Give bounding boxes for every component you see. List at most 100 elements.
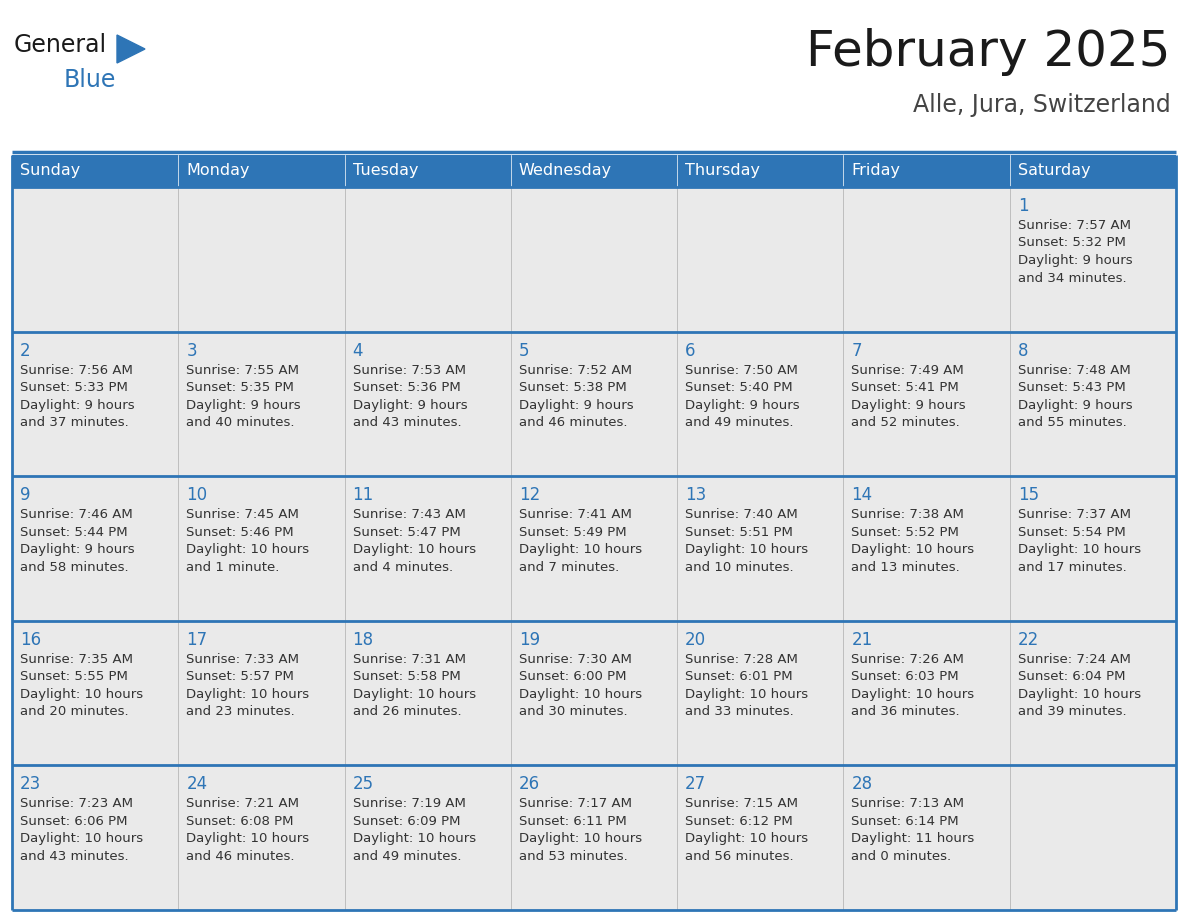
- Text: Sunset: 5:58 PM: Sunset: 5:58 PM: [353, 670, 460, 683]
- Bar: [1010, 766, 1176, 910]
- Text: Sunrise: 7:46 AM: Sunrise: 7:46 AM: [20, 509, 133, 521]
- Text: 23: 23: [20, 776, 42, 793]
- Text: Sunrise: 7:45 AM: Sunrise: 7:45 AM: [187, 509, 299, 521]
- Text: Daylight: 10 hours: Daylight: 10 hours: [852, 543, 974, 556]
- Text: 12: 12: [519, 487, 541, 504]
- Text: 25: 25: [353, 776, 374, 793]
- Text: 3: 3: [187, 341, 197, 360]
- Bar: [12, 331, 178, 476]
- Text: 17: 17: [187, 631, 208, 649]
- Text: and 56 minutes.: and 56 minutes.: [685, 850, 794, 863]
- Bar: [1010, 331, 1176, 476]
- Text: Sunrise: 7:50 AM: Sunrise: 7:50 AM: [685, 364, 798, 376]
- Text: Sunrise: 7:43 AM: Sunrise: 7:43 AM: [353, 509, 466, 521]
- Bar: [511, 187, 677, 331]
- Text: 20: 20: [685, 631, 707, 649]
- Text: and 7 minutes.: and 7 minutes.: [519, 561, 619, 574]
- Text: Sunrise: 7:26 AM: Sunrise: 7:26 AM: [852, 653, 965, 666]
- Text: Sunset: 5:41 PM: Sunset: 5:41 PM: [852, 381, 959, 394]
- Text: Daylight: 10 hours: Daylight: 10 hours: [519, 543, 642, 556]
- Text: Sunset: 6:03 PM: Sunset: 6:03 PM: [852, 670, 959, 683]
- Bar: [12, 621, 178, 766]
- Text: Daylight: 10 hours: Daylight: 10 hours: [1018, 688, 1140, 700]
- Bar: [345, 766, 511, 910]
- Text: Sunrise: 7:49 AM: Sunrise: 7:49 AM: [852, 364, 965, 376]
- Text: Sunrise: 7:30 AM: Sunrise: 7:30 AM: [519, 653, 632, 666]
- Bar: [12, 155, 178, 187]
- Text: Sunrise: 7:41 AM: Sunrise: 7:41 AM: [519, 509, 632, 521]
- Bar: [843, 476, 1010, 621]
- Text: Sunset: 5:46 PM: Sunset: 5:46 PM: [187, 526, 293, 539]
- Text: Daylight: 9 hours: Daylight: 9 hours: [519, 398, 633, 411]
- Text: Sunrise: 7:35 AM: Sunrise: 7:35 AM: [20, 653, 133, 666]
- Text: Daylight: 10 hours: Daylight: 10 hours: [20, 833, 143, 845]
- Bar: [345, 155, 511, 187]
- Bar: [12, 476, 178, 621]
- Text: 18: 18: [353, 631, 374, 649]
- Text: and 37 minutes.: and 37 minutes.: [20, 416, 128, 429]
- Text: and 43 minutes.: and 43 minutes.: [20, 850, 128, 863]
- Bar: [345, 331, 511, 476]
- Text: Friday: Friday: [852, 163, 901, 178]
- Text: 1: 1: [1018, 197, 1029, 215]
- Text: 9: 9: [20, 487, 31, 504]
- Text: Sunset: 5:35 PM: Sunset: 5:35 PM: [187, 381, 295, 394]
- Bar: [843, 621, 1010, 766]
- Text: and 17 minutes.: and 17 minutes.: [1018, 561, 1126, 574]
- Bar: [1010, 187, 1176, 331]
- Text: 8: 8: [1018, 341, 1029, 360]
- Text: Sunrise: 7:33 AM: Sunrise: 7:33 AM: [187, 653, 299, 666]
- Text: Sunrise: 7:15 AM: Sunrise: 7:15 AM: [685, 798, 798, 811]
- Text: Daylight: 10 hours: Daylight: 10 hours: [685, 688, 808, 700]
- Bar: [843, 766, 1010, 910]
- Text: Sunset: 6:11 PM: Sunset: 6:11 PM: [519, 815, 626, 828]
- Bar: [677, 621, 843, 766]
- Text: and 10 minutes.: and 10 minutes.: [685, 561, 794, 574]
- Text: and 55 minutes.: and 55 minutes.: [1018, 416, 1126, 429]
- Text: 4: 4: [353, 341, 364, 360]
- Text: and 40 minutes.: and 40 minutes.: [187, 416, 295, 429]
- Text: Wednesday: Wednesday: [519, 163, 612, 178]
- Text: Sunset: 6:09 PM: Sunset: 6:09 PM: [353, 815, 460, 828]
- Text: and 43 minutes.: and 43 minutes.: [353, 416, 461, 429]
- Text: Daylight: 9 hours: Daylight: 9 hours: [1018, 254, 1132, 267]
- Text: Sunset: 6:06 PM: Sunset: 6:06 PM: [20, 815, 127, 828]
- Text: and 0 minutes.: and 0 minutes.: [852, 850, 952, 863]
- Text: and 1 minute.: and 1 minute.: [187, 561, 279, 574]
- Text: Sunset: 5:54 PM: Sunset: 5:54 PM: [1018, 526, 1125, 539]
- Bar: [178, 476, 345, 621]
- Text: 16: 16: [20, 631, 42, 649]
- Text: Sunrise: 7:48 AM: Sunrise: 7:48 AM: [1018, 364, 1131, 376]
- Text: Daylight: 10 hours: Daylight: 10 hours: [187, 543, 309, 556]
- Text: and 23 minutes.: and 23 minutes.: [187, 705, 295, 718]
- Bar: [345, 476, 511, 621]
- Bar: [511, 621, 677, 766]
- Text: and 53 minutes.: and 53 minutes.: [519, 850, 627, 863]
- Text: 24: 24: [187, 776, 208, 793]
- Text: Sunrise: 7:21 AM: Sunrise: 7:21 AM: [187, 798, 299, 811]
- Text: and 13 minutes.: and 13 minutes.: [852, 561, 960, 574]
- Bar: [677, 476, 843, 621]
- Bar: [345, 621, 511, 766]
- Text: 27: 27: [685, 776, 707, 793]
- Bar: [178, 331, 345, 476]
- Text: Sunset: 5:32 PM: Sunset: 5:32 PM: [1018, 237, 1125, 250]
- Bar: [12, 766, 178, 910]
- Text: Daylight: 9 hours: Daylight: 9 hours: [353, 398, 467, 411]
- Text: 10: 10: [187, 487, 208, 504]
- Bar: [12, 187, 178, 331]
- Text: Sunrise: 7:17 AM: Sunrise: 7:17 AM: [519, 798, 632, 811]
- Text: Daylight: 10 hours: Daylight: 10 hours: [519, 833, 642, 845]
- Text: Sunset: 5:51 PM: Sunset: 5:51 PM: [685, 526, 794, 539]
- Text: Sunrise: 7:24 AM: Sunrise: 7:24 AM: [1018, 653, 1131, 666]
- Text: Sunset: 5:40 PM: Sunset: 5:40 PM: [685, 381, 792, 394]
- Text: and 34 minutes.: and 34 minutes.: [1018, 272, 1126, 285]
- Text: Daylight: 10 hours: Daylight: 10 hours: [20, 688, 143, 700]
- Bar: [1010, 621, 1176, 766]
- Text: General: General: [14, 33, 107, 57]
- Text: Sunset: 5:57 PM: Sunset: 5:57 PM: [187, 670, 295, 683]
- Text: Sunset: 5:43 PM: Sunset: 5:43 PM: [1018, 381, 1125, 394]
- Text: Daylight: 10 hours: Daylight: 10 hours: [1018, 543, 1140, 556]
- Text: Monday: Monday: [187, 163, 249, 178]
- Text: Sunset: 6:01 PM: Sunset: 6:01 PM: [685, 670, 792, 683]
